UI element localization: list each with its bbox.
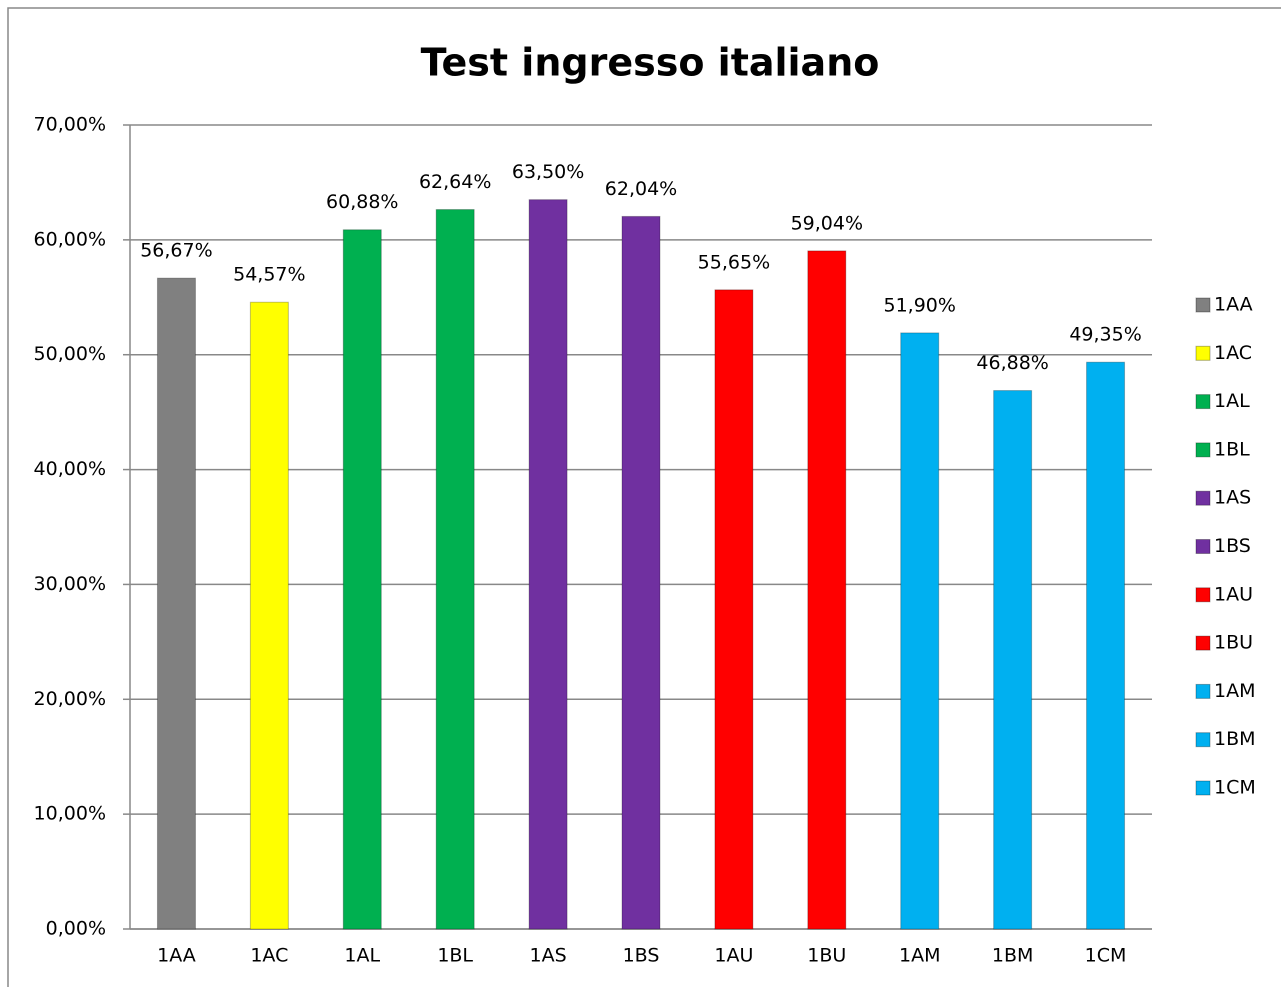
x-tick-label: 1AL — [344, 945, 380, 967]
bar — [528, 199, 568, 930]
x-tick-label: 1BU — [807, 945, 846, 967]
legend-swatch — [1195, 683, 1211, 699]
legend-label: 1AS — [1214, 487, 1251, 509]
x-tick-label: 1BM — [992, 945, 1034, 967]
legend-swatch — [1195, 442, 1211, 458]
legend-swatch — [1195, 297, 1211, 313]
bar — [714, 289, 754, 930]
legend-swatch — [1195, 490, 1211, 506]
data-label: 49,35% — [1069, 324, 1141, 346]
data-label: 62,04% — [605, 178, 677, 200]
bar — [993, 390, 1033, 930]
x-tick-label: 1CM — [1085, 945, 1127, 967]
bar — [342, 229, 382, 930]
bar — [621, 215, 661, 930]
data-label: 55,65% — [698, 251, 770, 273]
x-tick-label: 1BS — [623, 945, 660, 967]
bar — [435, 209, 475, 930]
legend-swatch — [1195, 539, 1211, 554]
data-label: 60,88% — [326, 191, 398, 213]
y-tick-label: 70,00% — [34, 114, 106, 136]
legend-swatch — [1195, 780, 1211, 796]
bar — [807, 250, 847, 930]
data-label: 51,90% — [884, 294, 956, 316]
x-tick-label: 1BL — [437, 945, 473, 967]
legend-label: 1CM — [1214, 777, 1256, 799]
legend-label: 1BS — [1214, 535, 1251, 557]
legend-label: 1AL — [1214, 390, 1250, 412]
legend-label: 1AU — [1214, 583, 1253, 605]
data-label: 54,57% — [233, 264, 305, 286]
x-tick-label: 1AA — [157, 945, 196, 967]
data-label: 62,64% — [419, 171, 491, 193]
data-label: 46,88% — [976, 352, 1048, 374]
legend-label: 1AM — [1214, 680, 1255, 702]
x-tick-label: 1AC — [250, 945, 288, 967]
legend-label: 1AA — [1214, 294, 1253, 316]
legend-label: 1BL — [1214, 438, 1250, 460]
data-label: 63,50% — [512, 161, 584, 183]
bar — [1086, 361, 1126, 930]
legend-swatch — [1195, 345, 1211, 361]
x-tick-label: 1AM — [899, 945, 940, 967]
y-tick-label: 50,00% — [34, 343, 106, 365]
bar — [249, 301, 289, 930]
legend-label: 1BU — [1214, 632, 1253, 654]
legend-swatch — [1195, 394, 1211, 410]
y-tick-label: 10,00% — [34, 803, 106, 825]
legend-swatch — [1195, 587, 1211, 603]
legend-swatch — [1195, 635, 1211, 651]
y-tick-label: 20,00% — [34, 688, 106, 710]
y-tick-label: 60,00% — [34, 228, 106, 250]
y-tick-label: 0,00% — [46, 918, 106, 940]
chart-title: Test ingresso italiano — [421, 41, 880, 85]
x-tick-label: 1AU — [714, 945, 753, 967]
legend-label: 1AC — [1214, 342, 1252, 364]
bar — [156, 277, 196, 930]
legend-swatch — [1195, 732, 1211, 748]
bar — [900, 332, 940, 930]
y-tick-label: 40,00% — [34, 458, 106, 480]
data-label: 56,67% — [140, 240, 212, 262]
legend-label: 1BM — [1214, 728, 1256, 750]
data-label: 59,04% — [791, 212, 863, 234]
y-tick-label: 30,00% — [34, 573, 106, 595]
x-tick-label: 1AS — [530, 945, 567, 967]
